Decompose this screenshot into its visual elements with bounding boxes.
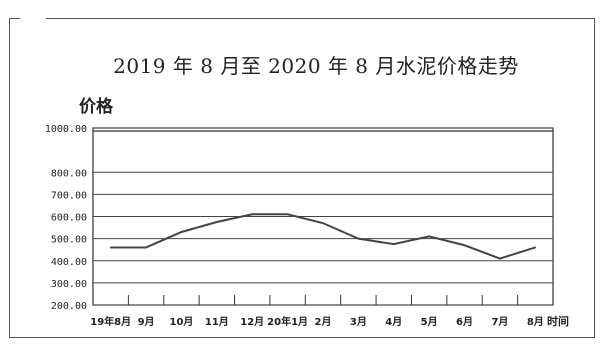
data-point — [251, 213, 254, 216]
data-point — [180, 231, 183, 233]
y-tick-label: 500.00 — [51, 235, 87, 246]
x-tick-label: 3月 — [350, 316, 367, 328]
y-axis-label: 价格 — [79, 97, 113, 117]
x-tick-label: 10月 — [170, 316, 194, 328]
x-tick-label: 11月 — [205, 316, 229, 328]
x-tick-label: 12月 — [240, 316, 264, 328]
data-point — [322, 222, 324, 224]
x-tick-label: 6月 — [456, 316, 473, 328]
y-axis-ticks: 1000.00 800.00 700.00 600.00 500.00 400.00 300… — [45, 124, 87, 312]
chart-frame — [9, 18, 595, 338]
x-tick-label: 9月 — [138, 316, 155, 328]
data-point — [463, 244, 466, 247]
data-point — [534, 246, 537, 249]
y-tick-label: 200.00 — [51, 301, 87, 312]
y-tick-label: 400.00 — [51, 257, 87, 268]
y-tick-label: 300.00 — [51, 279, 87, 290]
chart-title: 2019 年 8 月至 2020 年 8 月水泥价格走势 — [113, 54, 519, 78]
x-axis-label: 时间 — [547, 315, 569, 328]
data-point — [499, 257, 501, 260]
y-tick-label: 600.00 — [51, 213, 87, 224]
data-point — [145, 246, 147, 249]
data-point — [392, 243, 395, 245]
x-tick-label: 19年8月 — [90, 315, 131, 328]
y-tick-label: 800.00 — [51, 168, 87, 179]
x-tick-label: 4月 — [385, 316, 402, 328]
x-axis-ticks: 19年8月 9月 10月 11月 12月 20年1月 2月 3月 4月 5月 6月 7月 8月 — [90, 295, 544, 328]
y-tick-label: 1000.00 — [45, 124, 87, 135]
x-tick-label: 5月 — [421, 316, 438, 328]
data-point — [428, 235, 430, 238]
data-point — [357, 237, 360, 240]
x-tick-label: 20年1月 — [267, 315, 308, 328]
x-tick-label: 8月 — [527, 316, 544, 328]
data-point — [216, 221, 218, 223]
data-point — [109, 246, 112, 249]
frame-gap — [20, 12, 46, 22]
x-tick-label: 7月 — [491, 316, 508, 328]
x-tick-label: 2月 — [315, 316, 332, 328]
y-tick-label: 700.00 — [51, 190, 87, 201]
series-group — [109, 213, 537, 260]
data-point — [286, 213, 289, 216]
grid-lines — [92, 127, 554, 306]
series-line — [110, 213, 536, 260]
